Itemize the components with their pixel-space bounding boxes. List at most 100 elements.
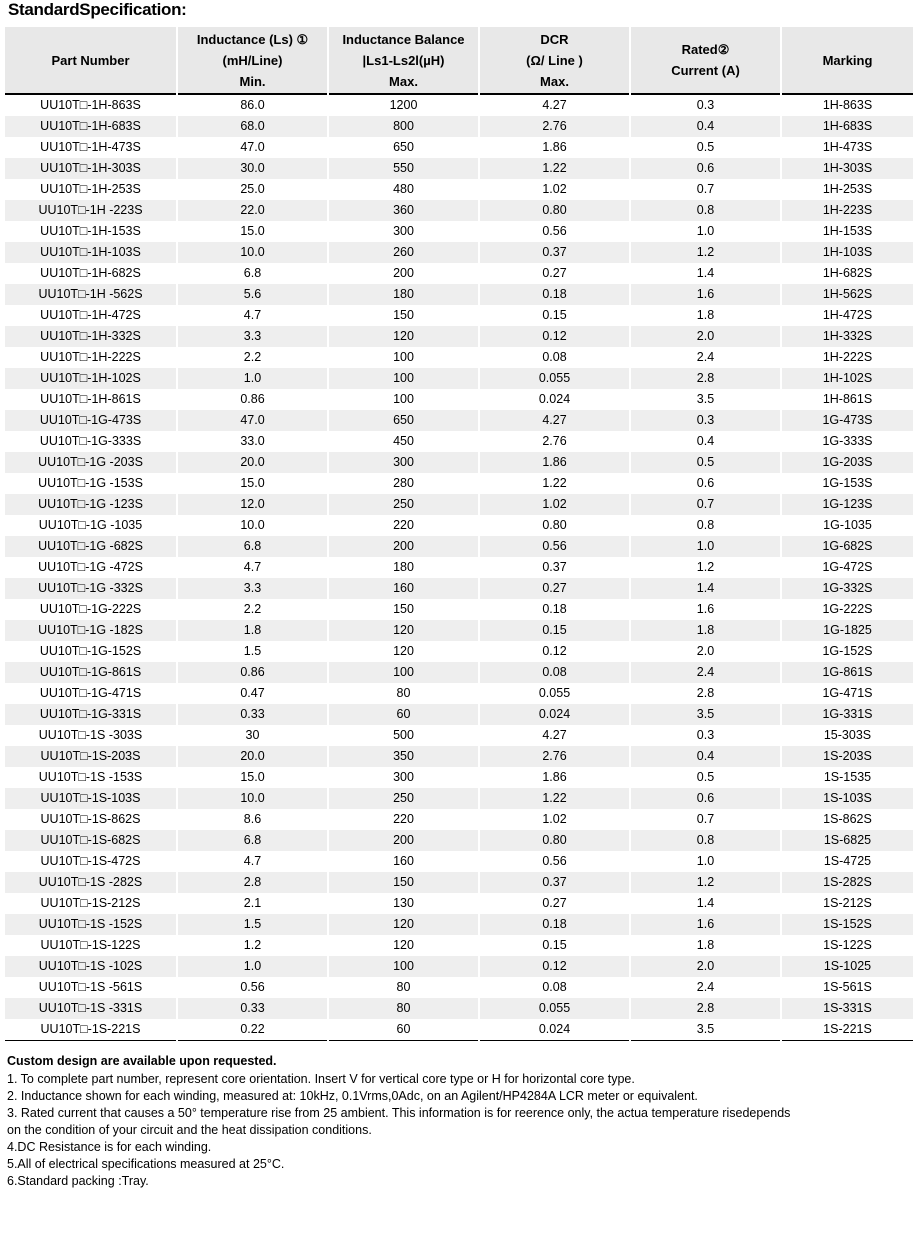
cell-rated-current: 0.8 [629,515,781,536]
cell-marking: 1S-203S [780,746,913,767]
cell-inductance: 1.5 [176,914,328,935]
cell-rated-current: 0.6 [629,788,781,809]
cell-inductance-balance: 100 [327,389,479,410]
cell-inductance: 0.22 [176,1019,328,1041]
cell-rated-current: 2.8 [629,368,781,389]
cell-rated-current: 1.2 [629,242,781,263]
cell-inductance: 47.0 [176,410,328,431]
cell-marking: 1H-103S [780,242,913,263]
note-line: 1. To complete part number, represent co… [7,1072,635,1086]
cell-inductance: 3.3 [176,326,328,347]
table-row: UU10T□-1G -153S 15.0 280 1.22 0.6 1G-153S [5,473,913,494]
cell-part-number: UU10T□-1G-331S [5,704,177,725]
cell-marking: 1G-1825 [780,620,913,641]
cell-rated-current: 0.8 [629,200,781,221]
cell-part-number: UU10T□-1H-222S [40,350,141,364]
cell-inductance-balance: 200 [327,263,479,284]
cell-marking: 1H-253S [780,179,913,200]
cell-marking: 1G-222S [780,599,913,620]
cell-part-number: UU10T□-1H-253S [40,182,141,196]
cell-dcr: 0.08 [478,977,630,998]
cell-marking: 1H-861S [780,389,913,410]
cell-inductance: 0.86 [176,662,328,683]
cell-inductance-balance: 650 [327,137,479,158]
cell-dcr: 0.18 [478,599,630,620]
cell-dcr: 0.37 [478,242,630,263]
cell-rated-current: 2.0 [629,641,781,662]
cell-rated-current: 0.7 [629,809,781,830]
cell-dcr: 2.76 [478,746,630,767]
cell-dcr: 1.86 [478,767,630,788]
cell-inductance-balance: 450 [327,431,479,452]
page-title: StandardSpecification: [8,0,187,19]
table-header-row: Part Number Inductance (Ls) ① (mH/Line) Min… [5,27,913,94]
cell-marking: 1H-332S [780,326,913,347]
note-line: on the condition of your circuit and the… [7,1123,372,1137]
cell-inductance: 1.5 [176,641,328,662]
cell-marking: 1G-333S [780,431,913,452]
table-row: UU10T□-1H-683S 68.0 800 2.76 0.4 1H-683S [5,116,913,137]
cell-inductance: 3.3 [176,578,328,599]
cell-dcr: 0.12 [478,956,630,977]
table-row: UU10T□-1S -282S 2.8 150 0.37 1.2 1S-282S [5,872,913,893]
cell-part-number: UU10T□-1G-471S [39,686,142,700]
cell-marking: 1S-6825 [780,830,913,851]
cell-inductance-balance: 60 [327,704,479,725]
cell-inductance: 2.8 [176,872,328,893]
cell-dcr: 0.15 [478,620,630,641]
cell-inductance-balance: 60 [327,1019,479,1041]
cell-marking: 1G-331S [780,704,913,725]
cell-rated-current: 2.4 [629,977,781,998]
table-row: UU10T□-1S-862S 8.6 220 1.02 0.7 1S-862S [5,809,913,830]
cell-inductance-balance: 220 [327,515,479,536]
cell-dcr: 0.56 [478,221,630,242]
cell-marking: 1H-473S [780,137,913,158]
cell-rated-current: 1.6 [629,914,781,935]
header-line: Current (A) [671,63,740,78]
table-row: UU10T□-1H-153S 15.0 300 0.56 1.0 1H-153S [5,221,913,242]
cell-inductance-balance: 300 [327,452,479,473]
cell-dcr: 0.08 [478,347,630,368]
cell-part-number: UU10T□-1S-472S [40,854,141,868]
cell-rated-current: 3.5 [629,704,781,725]
cell-part-number: UU10T□-1G-861S [5,662,177,683]
cell-marking: 1S-103S [780,788,913,809]
table-body: UU10T□-1H-863S 86.0 1200 4.27 0.3 1H-863S UU10… [5,94,913,1041]
cell-rated-current: 0.4 [629,746,781,767]
cell-inductance: 12.0 [176,494,328,515]
table-row: UU10T□-1G-473S 47.0 650 4.27 0.3 1G-473S [5,410,913,431]
table-row: UU10T□-1H-863S 86.0 1200 4.27 0.3 1H-863S [5,94,913,116]
cell-part-number: UU10T□-1S-203S [5,746,177,767]
cell-part-number: UU10T□-1S -331S [5,998,177,1019]
cell-inductance-balance: 650 [327,410,479,431]
header-line: Marking [822,52,873,68]
cell-marking: 1H-682S [780,263,913,284]
cell-part-number: UU10T□-1H -562S [5,284,177,305]
cell-marking: 1H-102S [780,368,913,389]
cell-inductance: 33.0 [176,431,328,452]
cell-dcr: 2.76 [478,431,630,452]
cell-inductance: 1.8 [176,620,328,641]
cell-inductance-balance: 260 [327,242,479,263]
cell-marking: 1H-863S [780,94,913,116]
cell-inductance: 1.0 [176,956,328,977]
cell-rated-current: 0.5 [629,452,781,473]
cell-inductance: 0.56 [176,977,328,998]
cell-inductance: 20.0 [176,452,328,473]
cell-dcr: 0.27 [478,578,630,599]
note-line: 3. Rated current that causes a 50° tempe… [7,1106,791,1120]
cell-inductance-balance: 120 [327,620,479,641]
cell-rated-current: 0.5 [629,137,781,158]
cell-part-number: UU10T□-1G-222S [39,602,142,616]
cell-inductance-balance: 150 [327,872,479,893]
cell-part-number: UU10T□-1H-683S [5,116,177,137]
cell-rated-current: 1.8 [629,620,781,641]
cell-dcr: 0.12 [478,326,630,347]
cell-rated-current: 1.8 [629,305,781,326]
header-line: Rated② [681,42,730,57]
note-line: 2. Inductance shown for each winding, me… [7,1089,698,1103]
table-row: UU10T□-1G-331S 0.33 60 0.024 3.5 1G-331S [5,704,913,725]
cell-dcr: 0.12 [478,641,630,662]
table-row: UU10T□-1G -682S 6.8 200 0.56 1.0 1G-682S [5,536,913,557]
cell-inductance: 15.0 [176,473,328,494]
